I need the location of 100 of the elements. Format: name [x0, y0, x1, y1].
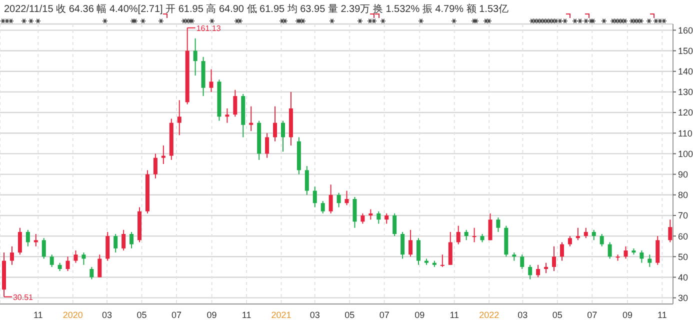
candlestick — [624, 246, 628, 260]
candlestick — [416, 238, 421, 266]
x-tick-label: 03 — [310, 310, 320, 320]
x-tick-label: 09 — [414, 310, 425, 320]
y-tick-label: 110 — [678, 128, 692, 138]
candlestick — [177, 100, 182, 136]
candlestick — [74, 250, 78, 264]
candlestick — [360, 212, 365, 224]
candlestick — [472, 227, 476, 243]
candlestick — [576, 227, 580, 241]
candlestick — [440, 254, 444, 268]
candlestick — [312, 186, 317, 208]
x-tick-label: 11 — [242, 310, 252, 320]
x-tick-label: 2020 — [62, 310, 83, 320]
chart-title: 2022/11/15 收 64.36 幅 4.40%[2.71] 开 61.95 高 64.90 低 61.95 均 63.95 量 2.39万 换 1.532% 振 4.79% 额 1.53亿 — [4, 2, 509, 16]
candlestick — [153, 153, 158, 179]
candlestick — [225, 108, 230, 124]
candlestick — [456, 225, 460, 245]
candlestick — [66, 256, 70, 272]
x-tick-label: 07 — [379, 310, 390, 320]
candlestick — [400, 231, 405, 260]
candlestick — [376, 210, 381, 224]
x-tick-label: 03 — [102, 310, 112, 320]
candlestick — [328, 184, 333, 214]
candlestick — [408, 229, 413, 258]
x-tick-label: 05 — [552, 310, 562, 320]
y-tick-label: 30 — [678, 293, 688, 304]
y-tick-label: 120 — [678, 108, 693, 118]
candlestick — [496, 217, 500, 232]
y-tick-label: 40 — [678, 272, 688, 282]
annotation: 30.51 — [12, 292, 34, 302]
candlestick — [560, 242, 564, 262]
y-tick-label: 60 — [678, 231, 688, 242]
candlestick — [352, 196, 357, 228]
candlestick — [122, 229, 126, 251]
candlestick — [233, 89, 238, 118]
x-tick-label: 11 — [450, 310, 460, 320]
candlestick — [193, 38, 198, 76]
candlestick — [209, 68, 214, 92]
candlestick — [161, 144, 166, 164]
y-tick-label: 90 — [678, 169, 688, 180]
candlestick — [464, 229, 468, 241]
x-tick-label: 2021 — [271, 310, 292, 320]
candlestick — [608, 242, 612, 260]
candlestick — [98, 254, 102, 278]
candlestick — [600, 234, 604, 247]
candlestick — [656, 236, 660, 266]
candlestick — [536, 264, 540, 278]
x-tick-label: 2022 — [479, 310, 500, 320]
candlestick — [552, 246, 556, 272]
candlestick — [648, 254, 652, 268]
candlestick — [273, 106, 278, 142]
candlestick — [280, 120, 285, 152]
x-tick-label: 09 — [622, 310, 632, 320]
candlestick — [528, 264, 532, 280]
y-tick-label: 100 — [678, 148, 693, 159]
candlestick — [584, 227, 588, 239]
candlestick — [106, 231, 110, 262]
candlestick — [336, 192, 341, 208]
x-tick-label: 05 — [136, 310, 147, 320]
candlestick — [265, 132, 270, 158]
candlestick — [568, 236, 572, 247]
annotation: 161.13 — [196, 24, 222, 33]
candlestick — [26, 229, 30, 247]
candlestick — [18, 227, 22, 256]
y-tick-label: 70 — [678, 210, 688, 221]
candlestick — [488, 212, 492, 241]
x-tick-label: 07 — [587, 310, 598, 320]
candlestick — [10, 246, 14, 266]
y-tick-label: 160 — [678, 25, 693, 36]
y-tick-label: 150 — [678, 46, 693, 56]
candlestick — [344, 190, 349, 206]
x-tick-label: 03 — [518, 310, 528, 320]
x-tick-label: 05 — [344, 310, 355, 320]
candlestick — [640, 250, 644, 264]
candlestick — [368, 208, 373, 220]
candlestick — [384, 212, 389, 224]
candlestick — [90, 266, 94, 280]
candlestick — [249, 106, 254, 132]
candlestick — [392, 212, 397, 237]
x-tick-label: 11 — [658, 310, 667, 320]
candlestick — [130, 231, 134, 249]
candlestick — [34, 234, 38, 247]
candlestick — [50, 254, 54, 268]
x-tick-label: 09 — [206, 310, 217, 320]
candlestick — [544, 262, 548, 274]
candlestick — [304, 166, 309, 196]
y-tick-label: 50 — [678, 252, 688, 262]
x-tick-label: 07 — [172, 310, 182, 320]
candlestick — [42, 238, 46, 260]
candlestick — [448, 231, 452, 266]
y-tick-label: 140 — [678, 66, 693, 77]
candlestick — [320, 200, 325, 214]
candlestick — [114, 234, 118, 254]
candlestick — [82, 252, 86, 266]
y-tick-label: 80 — [678, 190, 688, 200]
candlestick — [520, 254, 524, 270]
candlestick — [592, 229, 596, 241]
x-tick-label: 11 — [33, 310, 43, 320]
y-tick-label: 130 — [678, 87, 693, 98]
